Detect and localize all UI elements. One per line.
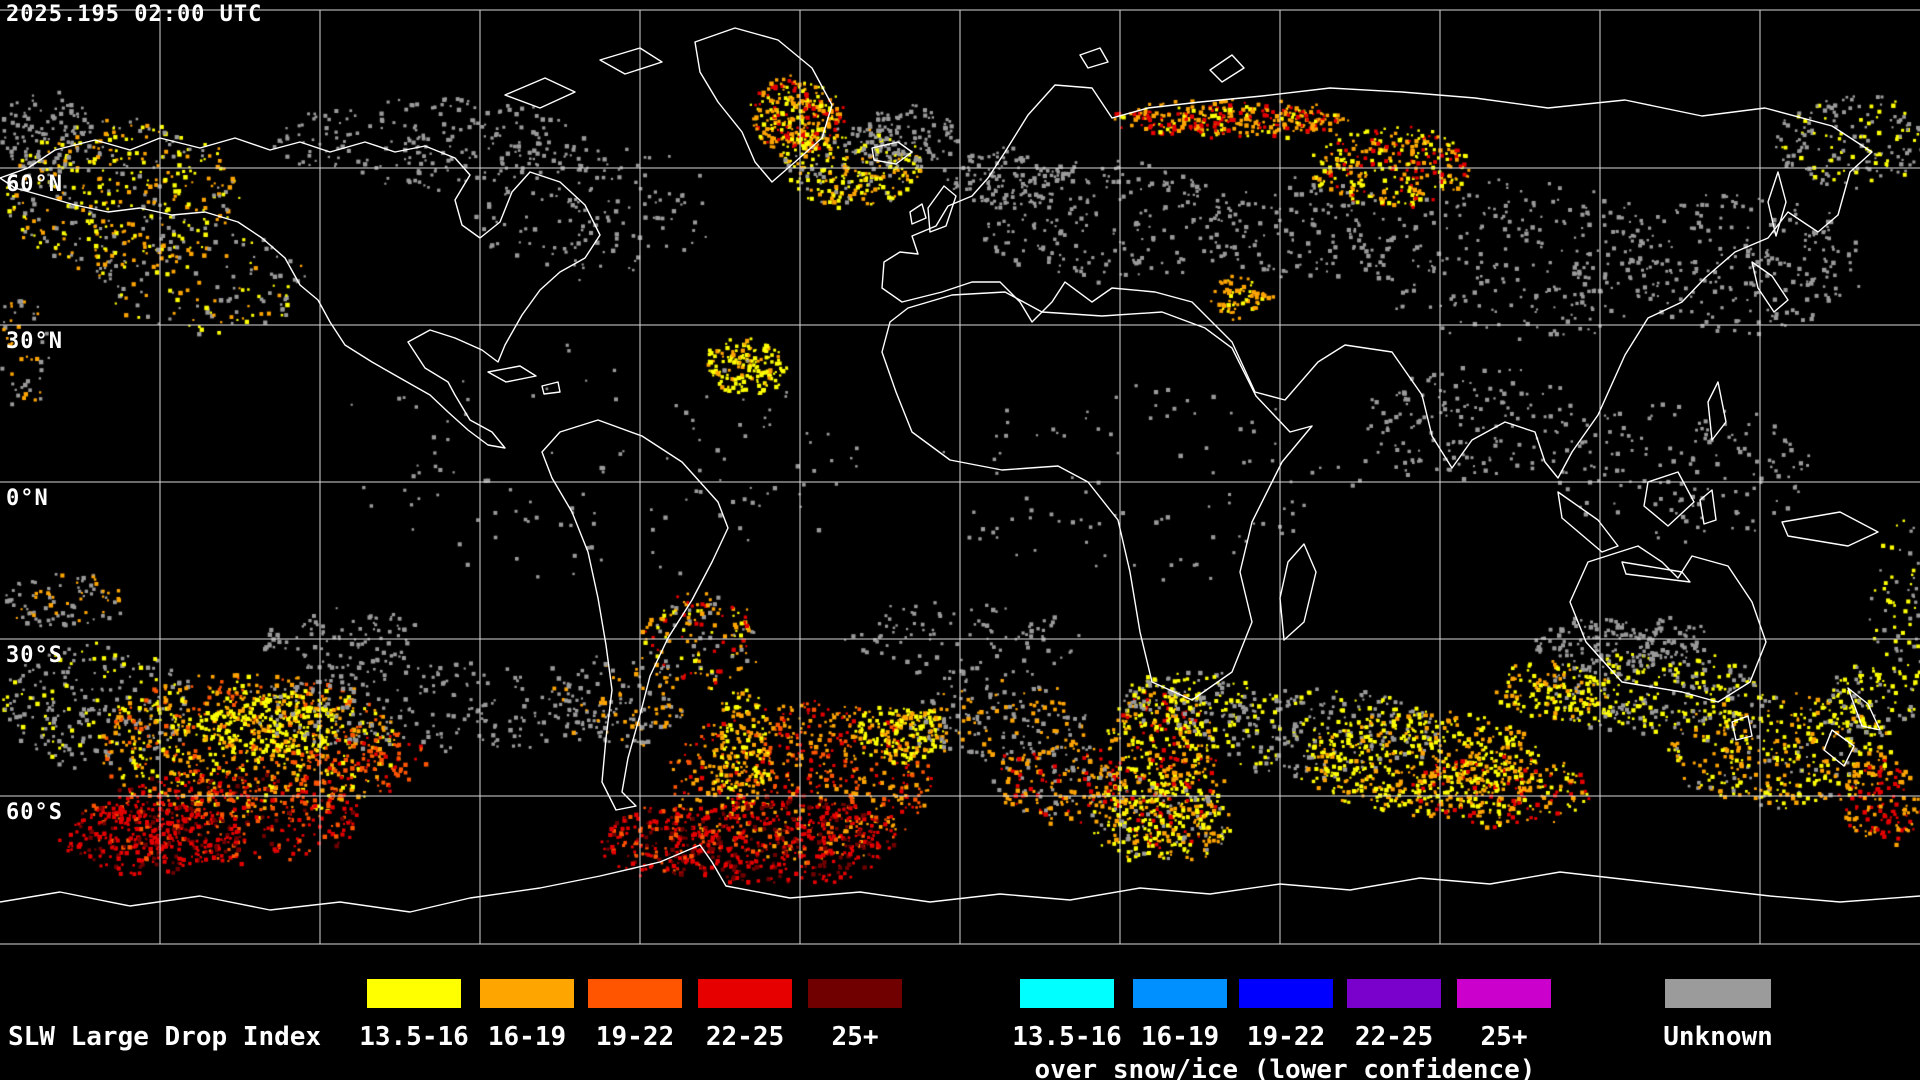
coastlines xyxy=(0,27,1920,913)
legend-snow-label-25plus: 25+ xyxy=(1480,1022,1528,1052)
coast-madagascar xyxy=(1279,543,1317,641)
coast-britain-ireland xyxy=(909,185,957,233)
legend-label-13-16: 13.5-16 xyxy=(359,1022,469,1052)
legend-swatch-cyan xyxy=(1020,979,1114,1008)
legend-swatch-blue xyxy=(1239,979,1333,1008)
coast-new-zealand xyxy=(1823,687,1881,767)
world-map xyxy=(0,9,1920,945)
latitude-label-60n: 60°N xyxy=(6,172,63,197)
legend-title: SLW Large Drop Index xyxy=(8,1022,322,1052)
timestamp-label: 2025.195 02:00 UTC xyxy=(6,2,263,27)
latitude-label-0n: 0°N xyxy=(6,486,49,511)
legend-swatch-yellow xyxy=(367,979,461,1008)
coast-africa xyxy=(881,291,1313,701)
coast-eurasia xyxy=(881,84,1873,479)
legend-swatch-red xyxy=(698,979,792,1008)
latitude-label-30s: 30°S xyxy=(6,643,63,668)
legend-swatch-unknown xyxy=(1665,979,1771,1008)
legend-snow-label-13-16: 13.5-16 xyxy=(1012,1022,1122,1052)
coast-antarctica xyxy=(0,844,1920,913)
graticule-grid xyxy=(0,9,1920,945)
legend-label-19-22: 19-22 xyxy=(595,1022,675,1052)
legend-swatch-orange xyxy=(480,979,574,1008)
legend-swatch-light-blue xyxy=(1133,979,1227,1008)
legend-swatch-magenta xyxy=(1457,979,1551,1008)
latitude-label-30n: 30°N xyxy=(6,329,63,354)
coast-north-america xyxy=(0,137,601,449)
legend-label-unknown: Unknown xyxy=(1663,1022,1773,1052)
legend-label-16-19: 16-19 xyxy=(487,1022,567,1052)
legend-bar: SLW Large Drop Index 13.5-16 16-19 19-22… xyxy=(0,945,1920,1080)
legend-snow-label-22-25: 22-25 xyxy=(1354,1022,1434,1052)
legend-swatch-purple xyxy=(1347,979,1441,1008)
legend-swatch-dark-red xyxy=(808,979,902,1008)
legend-snow-ice-subtitle: over snow/ice (lower confidence) xyxy=(1034,1055,1536,1080)
coast-iceland xyxy=(871,141,913,165)
coast-caribbean xyxy=(487,365,561,395)
legend-swatch-orange-red xyxy=(588,979,682,1008)
legend-label-22-25: 22-25 xyxy=(705,1022,785,1052)
coast-arctic-islands xyxy=(504,47,1245,109)
legend-snow-label-19-22: 19-22 xyxy=(1246,1022,1326,1052)
coast-australia xyxy=(1569,545,1767,741)
coast-south-america xyxy=(541,419,729,811)
coast-greenland xyxy=(694,27,833,183)
legend-label-25plus: 25+ xyxy=(831,1022,879,1052)
legend-snow-label-16-19: 16-19 xyxy=(1140,1022,1220,1052)
coast-se-asia-islands xyxy=(1557,381,1879,583)
coast-japan-sakhalin xyxy=(1751,171,1789,313)
latitude-label-60s: 60°S xyxy=(6,800,63,825)
